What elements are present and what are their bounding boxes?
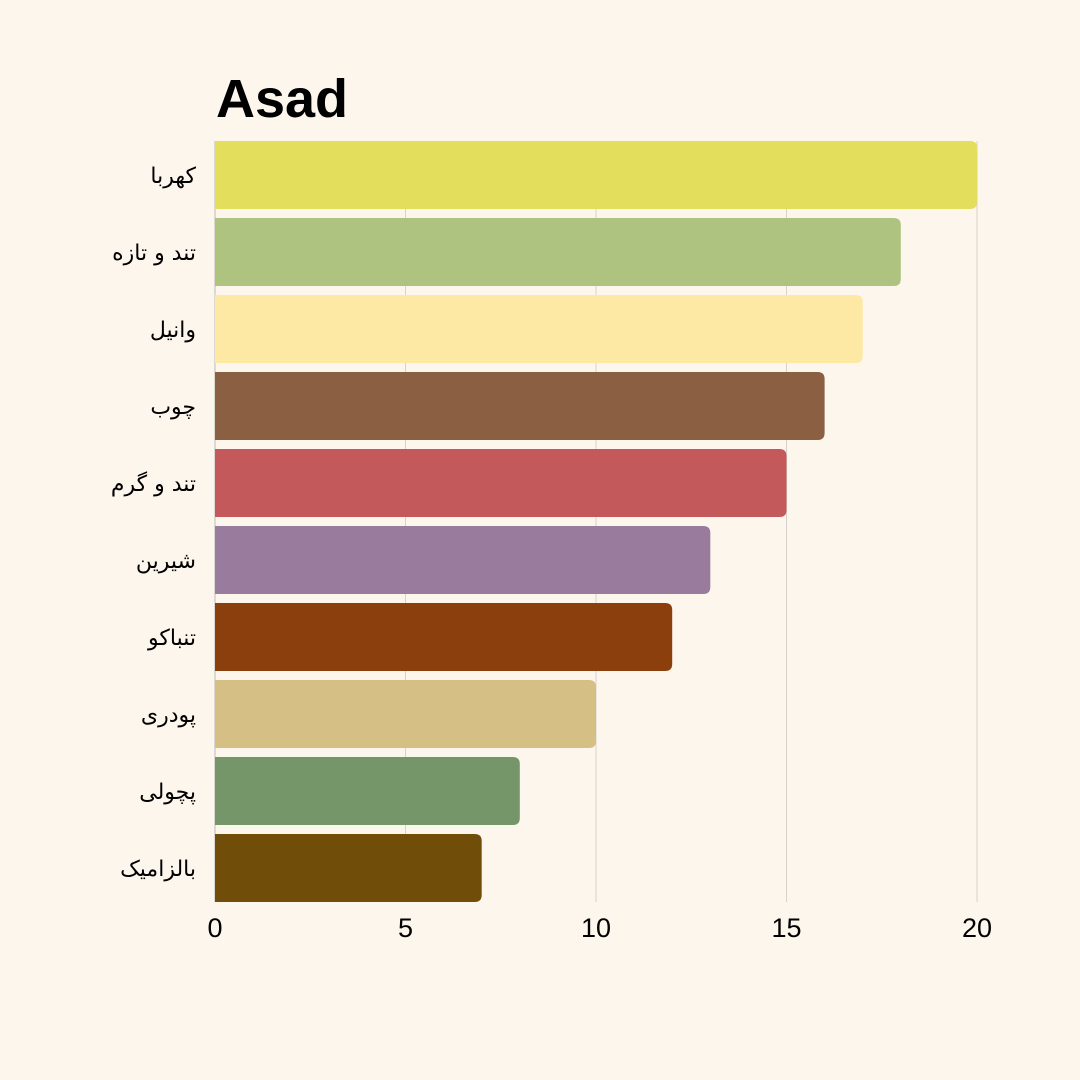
x-tick-label: 5 bbox=[398, 913, 413, 943]
bar-8 bbox=[215, 757, 520, 825]
category-label: چوب bbox=[150, 395, 196, 420]
x-axis: 0 5 10 15 20 bbox=[207, 913, 992, 943]
bar-1 bbox=[215, 218, 901, 286]
chart-title: Asad bbox=[216, 69, 349, 129]
x-tick-label: 0 bbox=[207, 913, 222, 943]
category-label: شیرین bbox=[136, 549, 196, 574]
category-label: بالزامیک bbox=[120, 857, 196, 882]
category-label: پودری bbox=[141, 703, 196, 728]
bar-9 bbox=[215, 834, 482, 902]
bar-5 bbox=[215, 526, 711, 594]
x-tick-label: 15 bbox=[771, 913, 801, 943]
category-label: کهربا bbox=[150, 164, 196, 189]
bar-2 bbox=[215, 295, 863, 363]
x-tick-label: 20 bbox=[962, 913, 992, 943]
bar-6 bbox=[215, 603, 673, 671]
bar-7 bbox=[215, 680, 596, 748]
category-label: تند و تازه bbox=[112, 241, 196, 266]
category-label: تند و گرم bbox=[111, 471, 196, 497]
bar-0 bbox=[215, 141, 977, 209]
category-labels: کهربا تند و تازه وانیل چوب تند و گرم شیرین تنب… bbox=[111, 164, 197, 882]
bar-3 bbox=[215, 372, 825, 440]
category-label: وانیل bbox=[150, 318, 196, 343]
x-tick-label: 10 bbox=[581, 913, 611, 943]
category-label: پچولی bbox=[139, 780, 196, 805]
bar-4 bbox=[215, 449, 787, 517]
category-label: تنباکو bbox=[147, 626, 196, 651]
bars bbox=[215, 141, 977, 902]
